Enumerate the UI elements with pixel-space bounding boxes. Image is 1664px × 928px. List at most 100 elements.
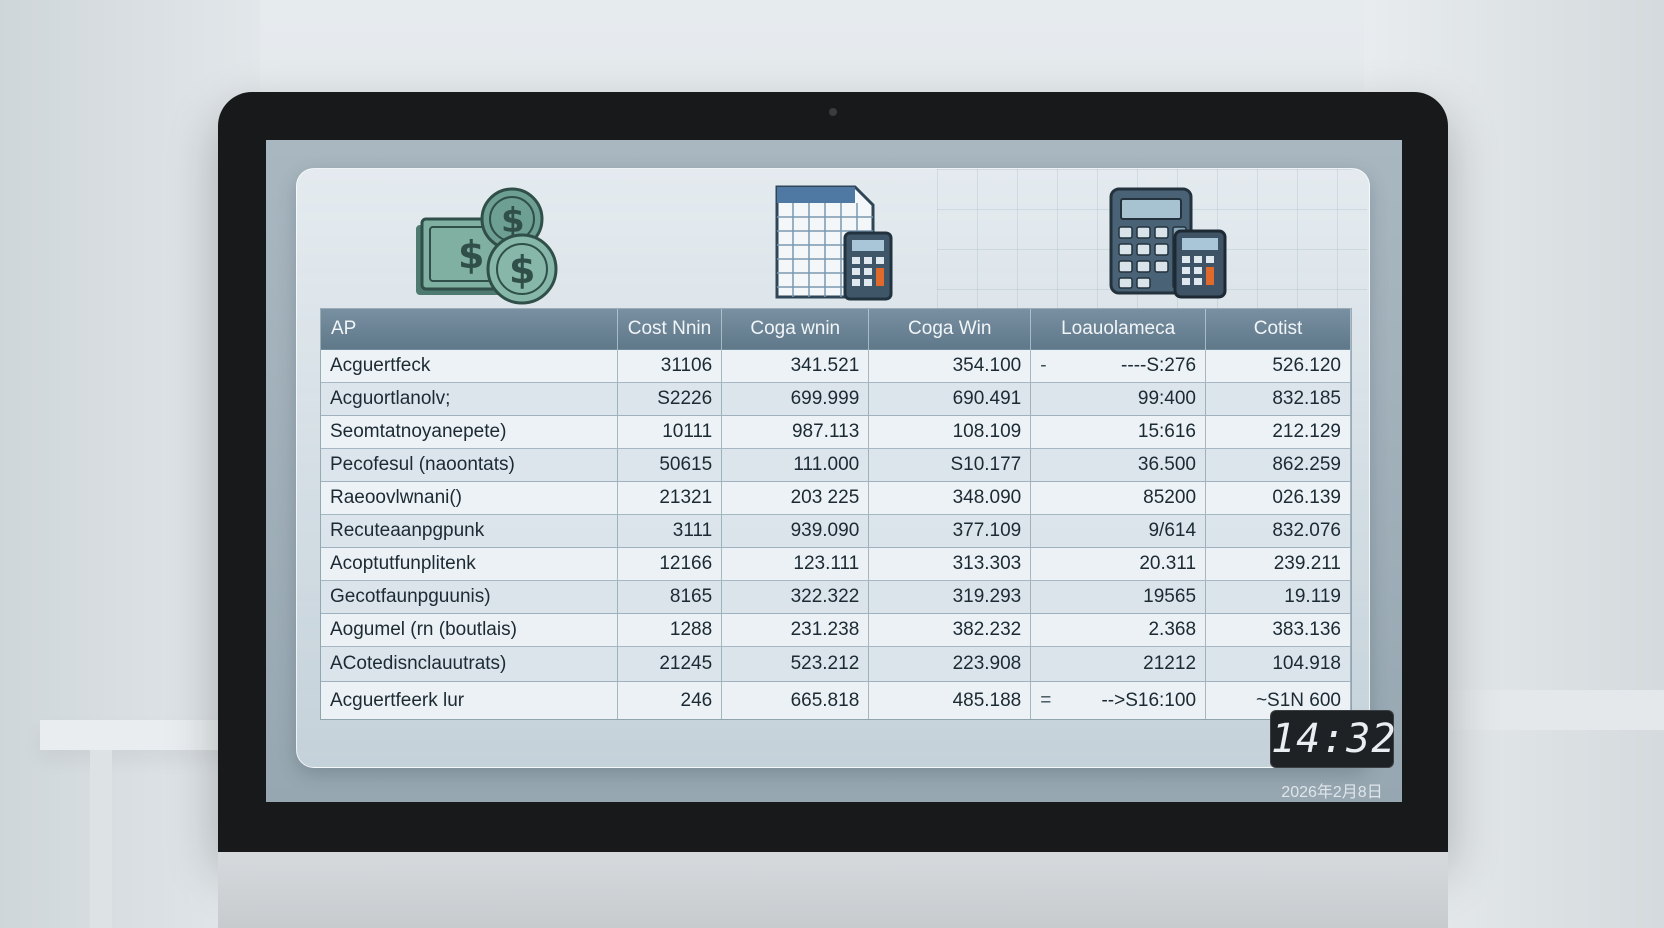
- table-cell: 987.113: [721, 415, 870, 449]
- table-cell: Acoptutfunplitenk: [321, 547, 618, 581]
- cell-value: 223.908: [952, 653, 1022, 674]
- cell-value: 526.120: [1272, 355, 1341, 376]
- cell-value: 485.188: [952, 689, 1022, 711]
- table-row[interactable]: Aogumel (rn (boutlais) 1288 231.238 382.232…: [321, 613, 1351, 647]
- background-wall-left: [0, 0, 260, 928]
- table-cell: Acguertfeerk lur: [321, 681, 618, 719]
- table-cell: 485.188: [868, 681, 1032, 719]
- cell-value: 15:616: [1137, 421, 1197, 442]
- table-cell: Gecotfaunpguunis): [321, 580, 618, 614]
- cell-value: 21321: [659, 487, 713, 508]
- cell-value: 21245: [659, 653, 713, 674]
- cell-value: 319.293: [952, 586, 1022, 607]
- cost-table: AP Cost Nnin Coga wnin Coga Win Loauolam…: [321, 309, 1351, 719]
- cell-value: 3111: [672, 520, 713, 541]
- column-header[interactable]: Cotist: [1205, 309, 1351, 350]
- table-header-row: AP Cost Nnin Coga wnin Coga Win Loauolam…: [321, 309, 1351, 350]
- svg-text:$: $: [458, 233, 484, 277]
- table-cell: 212.129: [1205, 415, 1351, 449]
- column-header[interactable]: Cost Nnin: [617, 309, 723, 350]
- cell-value: 99:400: [1137, 388, 1197, 409]
- table-cell: 523.212: [721, 646, 870, 682]
- table-row[interactable]: Acguortlanolv; S2226 699.999 690.491 99:400 8…: [321, 382, 1351, 416]
- table-cell: Acguertfeck: [321, 349, 618, 383]
- table-cell: 111.000: [721, 448, 870, 482]
- table-cell: 3111: [617, 514, 723, 548]
- table-cell: 9/614: [1030, 514, 1207, 548]
- cell-value: 382.232: [952, 619, 1022, 640]
- cell-value: S2226: [657, 388, 713, 409]
- spreadsheet-calculator-icon: [775, 185, 905, 309]
- cell-value: 2.368: [1148, 619, 1197, 640]
- cell-value: 239.211: [1273, 553, 1341, 574]
- table-cell: 223.908: [868, 646, 1032, 682]
- cell-value: 246: [680, 689, 713, 711]
- table-cell: 123.111: [721, 547, 870, 581]
- table-cell: 31106: [617, 349, 723, 383]
- cell-value: 832.185: [1272, 388, 1341, 409]
- table-row[interactable]: Acguertfeerk lur 246 665.818 485.188 = -->S16…: [321, 681, 1351, 719]
- column-header[interactable]: Coga Win: [868, 309, 1032, 350]
- column-header[interactable]: Coga wnin: [721, 309, 870, 350]
- table-row[interactable]: Gecotfaunpguunis) 8165 322.322 319.293 19565…: [321, 580, 1351, 614]
- cell-value: Acguertfeck: [330, 355, 431, 376]
- table-row[interactable]: Acguertfeck 31106 341.521 354.100- ----S:276…: [321, 349, 1351, 383]
- table-row[interactable]: Acoptutfunplitenk 12166 123.111 313.303 20.3…: [321, 547, 1351, 581]
- finance-panel: $ $ $: [296, 168, 1370, 768]
- table-cell: 832.076: [1205, 514, 1351, 548]
- table-cell: Aogumel (rn (boutlais): [321, 613, 618, 647]
- cell-value: 50615: [659, 454, 713, 475]
- cell-value: Aogumel (rn (boutlais): [330, 619, 517, 640]
- monitor-screen: $ $ $: [266, 140, 1402, 802]
- cell-marker: =: [1040, 689, 1052, 711]
- cell-value: 104.918: [1272, 653, 1341, 674]
- cell-value: 377.109: [952, 520, 1022, 541]
- table-cell: 026.139: [1205, 481, 1351, 515]
- table-cell: 10111: [617, 415, 723, 449]
- table-cell: 313.303: [868, 547, 1032, 581]
- table-cell: Seomtatnoyanepete): [321, 415, 618, 449]
- table-cell: 21212: [1030, 646, 1207, 682]
- cell-value: 21212: [1143, 653, 1197, 674]
- table-cell: 322.322: [721, 580, 870, 614]
- table-row[interactable]: Seomtatnoyanepete) 10111 987.113 108.109 15:…: [321, 415, 1351, 449]
- table-cell: Pecofesul (naoontats): [321, 448, 618, 482]
- cell-value: 31106: [660, 355, 713, 376]
- cell-value: 026.139: [1272, 487, 1341, 508]
- cell-value: 862.259: [1272, 454, 1341, 475]
- cell-value: 1288: [669, 619, 713, 640]
- table-cell: 665.818: [721, 681, 870, 719]
- table-row[interactable]: Raeoovlwnani() 21321 203 225 348.090 85200 02…: [321, 481, 1351, 515]
- table-cell: Recuteaanpgpunk: [321, 514, 618, 548]
- table-row[interactable]: ACotedisnclauutrats) 21245 523.212 223.908 2…: [321, 646, 1351, 682]
- table-cell: 12166: [617, 547, 723, 581]
- table-cell: 377.109: [868, 514, 1032, 548]
- calculator-icon: [1107, 185, 1232, 309]
- table-cell: 19.119: [1205, 580, 1351, 614]
- table-row[interactable]: Pecofesul (naoontats) 50615 111.000 S10.177…: [321, 448, 1351, 482]
- table-row[interactable]: Recuteaanpgpunk 3111 939.090 377.109 9/614 83…: [321, 514, 1351, 548]
- monitor-chin: [218, 852, 1448, 928]
- table-cell: 15:616: [1030, 415, 1207, 449]
- cell-marker: -: [1040, 355, 1047, 376]
- table-cell: 246: [617, 681, 723, 719]
- cell-value: 8165: [669, 586, 713, 607]
- webcam: [829, 108, 837, 116]
- cell-value: 354.100: [952, 355, 1022, 376]
- table-cell: S10.177: [868, 448, 1032, 482]
- table-cell: = -->S16:100: [1030, 681, 1207, 719]
- cell-value: Pecofesul (naoontats): [330, 454, 515, 475]
- table-cell: 99:400: [1030, 382, 1207, 416]
- table-cell: 21321: [617, 481, 723, 515]
- cell-value: 383.136: [1272, 619, 1341, 640]
- table-cell: 348.090: [868, 481, 1032, 515]
- cell-value: 19565: [1143, 586, 1197, 607]
- table-cell: 36.500: [1030, 448, 1207, 482]
- cell-value: Acguortlanolv;: [330, 388, 451, 409]
- column-header[interactable]: AP: [321, 309, 618, 350]
- table-cell: 231.238: [721, 613, 870, 647]
- cell-value: 690.491: [952, 388, 1022, 409]
- column-header[interactable]: Loauolameca: [1030, 309, 1207, 350]
- money-coins-icon: $ $ $: [412, 181, 562, 309]
- cell-value: Acguertfeerk lur: [330, 689, 465, 711]
